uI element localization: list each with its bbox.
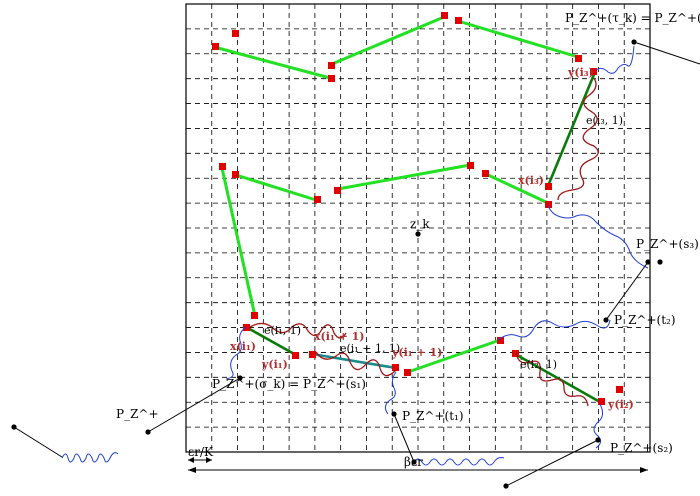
- label-x-i3: x(i₃): [518, 174, 544, 187]
- label-top-right: P_Z^+(τ_k) = P_Z^+(t_3): [565, 11, 700, 25]
- label-pz-s2: P_Z^+(s₂): [610, 441, 673, 455]
- z-k-point: [415, 231, 421, 237]
- red-square: [598, 398, 605, 405]
- connector: [605, 261, 649, 321]
- red-square: [467, 162, 474, 169]
- segment-i1-plus-1: [311, 352, 397, 370]
- blue-path-t2: [497, 319, 611, 341]
- point: [237, 375, 243, 381]
- label-pz-sigma: P_Z^+(σ_k) = P_Z^+(s₁): [212, 377, 366, 391]
- labels: P_Z^+(τ_k) = P_Z^+(t_3) y(i₃) e(i₃, 1) x…: [116, 11, 700, 469]
- red-square: [545, 183, 552, 190]
- blue-path-bottom: [413, 457, 505, 466]
- connector: [633, 41, 700, 65]
- red-square: [334, 187, 341, 194]
- segment-g: [220, 166, 257, 318]
- red-square: [392, 364, 399, 371]
- red-squares: [212, 12, 623, 405]
- red-square: [328, 75, 335, 82]
- red-square: [232, 171, 239, 178]
- label-e-i3-1: e(i₃, 1): [586, 114, 623, 127]
- label-beta-eps-r: βεr: [404, 455, 423, 469]
- segment-i1: [244, 325, 298, 357]
- point: [631, 39, 637, 45]
- blue-path-t1: [384, 371, 397, 415]
- blue-path-s2: [593, 403, 604, 449]
- label-x-i1-plus-1: x(i₁ + 1): [314, 330, 365, 343]
- connector: [147, 377, 241, 433]
- label-y-i1: y(i₁): [261, 358, 288, 371]
- measurements: [188, 457, 648, 473]
- label-y-i2: y(i₂): [607, 398, 634, 411]
- label-pz-left: P_Z^+: [116, 407, 159, 421]
- segment-d: [234, 173, 318, 202]
- red-square: [292, 352, 299, 359]
- label-x-i1: x(i₁): [230, 340, 256, 353]
- connector: [393, 413, 415, 463]
- blue-path-top: [595, 45, 635, 74]
- loop-e-i1-plus-1: [315, 351, 397, 377]
- segment-f: [484, 172, 550, 205]
- point: [657, 259, 663, 265]
- red-square: [243, 324, 250, 331]
- label-pz-s3: P_Z^+(s₃): [636, 237, 699, 251]
- connector: [505, 439, 599, 487]
- red-square: [545, 201, 552, 208]
- red-square: [441, 12, 448, 19]
- label-y-i3: y(i₃): [567, 66, 594, 79]
- blue-path-mid-left: [225, 326, 247, 380]
- loop-e-i1: [249, 322, 347, 339]
- blue-path-left: [61, 452, 119, 463]
- red-square: [575, 55, 582, 62]
- segment-e: [336, 163, 472, 191]
- chain-segments: [216, 15, 602, 404]
- red-square: [219, 163, 226, 170]
- red-square: [328, 62, 335, 69]
- red-square: [404, 369, 411, 376]
- loop-paths: [249, 77, 599, 407]
- label-pz-t1: P_Z^+(t₁): [402, 409, 464, 423]
- label-eps-r-k: εr/K: [188, 445, 214, 459]
- red-square: [482, 170, 489, 177]
- red-square: [455, 17, 462, 24]
- point: [603, 317, 609, 323]
- red-square: [616, 386, 623, 393]
- label-e-i1-1: e(i₁, 1): [264, 324, 301, 337]
- segment-h: [406, 338, 502, 374]
- red-square: [212, 43, 219, 50]
- segment-b: [330, 15, 446, 66]
- red-square: [232, 30, 239, 37]
- label-pz-t2: P_Z^+(t₂): [614, 313, 676, 327]
- connector: [13, 426, 63, 458]
- red-square: [497, 337, 504, 344]
- blue-paths: [61, 45, 649, 466]
- connectors: [11, 39, 700, 489]
- segment-i3: [546, 70, 597, 188]
- square-frame: [185, 3, 651, 453]
- point: [595, 437, 601, 443]
- point: [411, 459, 417, 465]
- point: [391, 411, 397, 417]
- point: [503, 483, 509, 489]
- label-e-i1-plus-1: e(i₁ + 1, 1): [340, 342, 400, 355]
- red-square: [512, 350, 519, 357]
- point: [645, 259, 651, 265]
- label-e-i2-1: e(i₂, 1): [520, 358, 557, 371]
- loop-e-i3: [557, 77, 599, 201]
- loop-e-i2: [515, 351, 589, 407]
- point: [145, 429, 151, 435]
- segment-a: [216, 46, 332, 80]
- label-y-i1-plus-1: y(i₁ + 1): [391, 346, 442, 359]
- eps-r-k-arrowheads: [188, 457, 212, 463]
- label-z-k: z_k: [410, 217, 430, 231]
- blue-path-s3: [547, 205, 649, 269]
- segment-c: [456, 19, 580, 59]
- point: [11, 424, 17, 430]
- red-square: [590, 68, 597, 75]
- red-square: [309, 351, 316, 358]
- red-square: [251, 312, 258, 319]
- red-square: [314, 196, 321, 203]
